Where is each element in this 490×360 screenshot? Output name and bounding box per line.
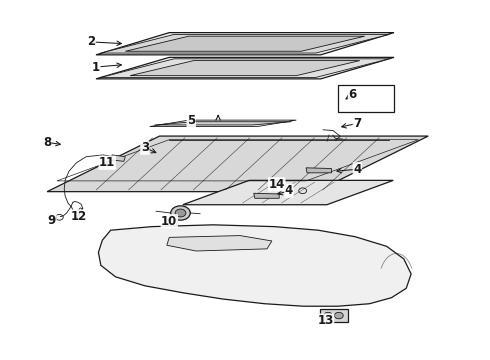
Text: 11: 11 <box>99 156 115 169</box>
Text: 4: 4 <box>285 184 293 197</box>
Text: 14: 14 <box>269 178 285 191</box>
Text: 9: 9 <box>48 214 56 227</box>
Text: 1: 1 <box>92 60 100 73</box>
Polygon shape <box>183 180 393 205</box>
Polygon shape <box>254 193 279 198</box>
Text: 8: 8 <box>43 136 51 149</box>
Text: 2: 2 <box>87 35 95 49</box>
Polygon shape <box>130 60 360 76</box>
Text: 6: 6 <box>348 88 357 101</box>
Polygon shape <box>98 225 411 306</box>
Text: 5: 5 <box>187 114 196 127</box>
Polygon shape <box>306 168 331 173</box>
Polygon shape <box>167 235 272 251</box>
Circle shape <box>175 209 186 217</box>
Text: 10: 10 <box>161 215 177 228</box>
Circle shape <box>171 206 190 220</box>
Polygon shape <box>101 35 389 53</box>
Text: 13: 13 <box>318 314 334 327</box>
Text: 12: 12 <box>71 210 87 223</box>
Text: 3: 3 <box>141 141 149 154</box>
Text: 7: 7 <box>353 117 362 130</box>
Polygon shape <box>96 33 394 55</box>
Polygon shape <box>111 155 125 161</box>
Bar <box>338 85 394 112</box>
Text: 4: 4 <box>353 163 362 176</box>
Circle shape <box>324 312 332 319</box>
Polygon shape <box>125 36 365 51</box>
Polygon shape <box>320 309 348 322</box>
Polygon shape <box>150 120 296 127</box>
Polygon shape <box>101 59 389 77</box>
Circle shape <box>334 312 343 319</box>
Polygon shape <box>155 122 292 125</box>
Polygon shape <box>47 136 428 192</box>
Polygon shape <box>96 57 394 79</box>
